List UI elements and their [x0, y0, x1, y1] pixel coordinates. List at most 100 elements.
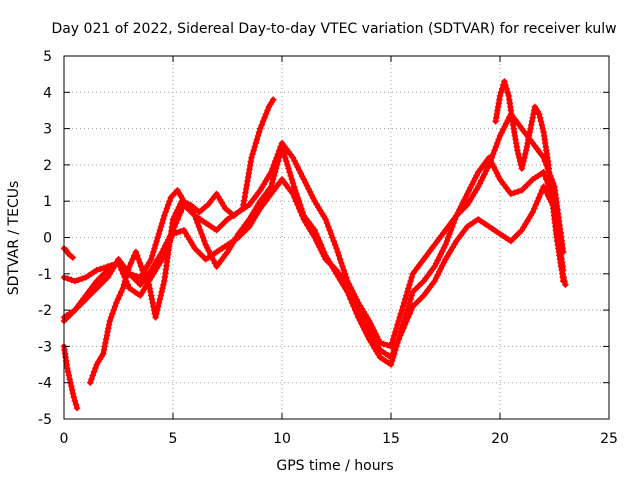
data-point-marker: [274, 158, 282, 165]
data-point-marker: [121, 277, 129, 285]
data-point-marker: [104, 328, 111, 336]
data-point-marker: [529, 208, 536, 216]
data-point-marker: [160, 281, 167, 288]
data-point-marker: [68, 383, 75, 390]
data-point-marker: [407, 277, 414, 285]
data-point-marker: [525, 136, 532, 143]
data-point-marker: [244, 174, 252, 181]
series-band: [87, 97, 276, 386]
data-point-marker: [247, 158, 254, 165]
data-point-marker: [282, 154, 289, 161]
y-tick-label: -5: [38, 412, 52, 428]
data-point-marker: [66, 375, 73, 383]
y-tick-label: 5: [43, 49, 52, 65]
data-point-marker: [157, 292, 164, 299]
data-point-marker: [154, 306, 161, 314]
data-point-marker: [511, 189, 518, 196]
data-point-marker: [288, 176, 295, 183]
data-point-marker: [264, 107, 271, 114]
data-point-marker: [251, 143, 258, 150]
data-point-marker: [158, 288, 165, 296]
data-point-marker: [129, 256, 136, 263]
data-point-marker: [105, 325, 112, 332]
data-point-marker: [258, 121, 265, 129]
data-point-marker: [100, 346, 108, 354]
data-point-marker: [338, 259, 345, 267]
data-point-marker: [155, 299, 163, 306]
data-point-marker: [397, 310, 404, 317]
y-tick-label: -1: [38, 267, 52, 283]
data-point-marker: [504, 89, 511, 96]
data-point-marker: [101, 343, 108, 350]
data-point-marker: [272, 165, 280, 172]
y-axis-label: SDTVAR / TECUs: [6, 181, 22, 296]
data-point-marker: [396, 332, 403, 339]
data-point-marker: [495, 136, 502, 143]
data-point-marker: [325, 223, 332, 230]
data-point-marker: [148, 296, 156, 303]
series-trace-b: [60, 343, 81, 412]
data-point-marker: [399, 303, 407, 310]
data-point-marker: [400, 317, 408, 325]
data-point-marker: [408, 274, 415, 281]
data-point-marker: [392, 346, 399, 354]
data-point-marker: [394, 321, 401, 328]
data-point-marker: [110, 306, 117, 314]
data-point-marker: [93, 267, 100, 274]
data-point-marker: [290, 183, 298, 190]
data-point-marker: [392, 328, 399, 336]
data-point-marker: [184, 200, 191, 207]
data-point-marker: [257, 125, 264, 132]
data-point-marker: [446, 230, 453, 238]
data-point-marker: [405, 285, 412, 292]
data-point-marker: [156, 227, 164, 234]
data-point-marker: [540, 169, 547, 176]
data-point-marker: [536, 110, 543, 118]
x-tick-label: 0: [60, 431, 69, 447]
data-point-marker: [317, 241, 325, 248]
data-point-marker: [396, 314, 403, 321]
data-point-marker: [399, 321, 407, 328]
data-point-marker: [445, 234, 452, 241]
series-trace-e: [60, 143, 567, 368]
data-point-marker: [142, 274, 149, 281]
data-point-marker: [88, 375, 95, 383]
y-tick-label: -4: [38, 376, 52, 392]
data-point-marker: [97, 265, 104, 273]
data-point-marker: [492, 118, 499, 125]
data-point-marker: [254, 132, 262, 140]
data-point-marker: [502, 81, 509, 89]
data-point-marker: [335, 252, 343, 259]
data-point-marker: [447, 227, 455, 234]
data-point-marker: [526, 129, 533, 136]
data-point-marker: [537, 118, 545, 125]
data-point-marker: [329, 234, 336, 241]
data-point-marker: [271, 169, 279, 176]
data-point-marker: [528, 118, 536, 125]
data-point-marker: [352, 306, 359, 314]
data-point-marker: [87, 379, 94, 386]
data-point-marker: [558, 267, 566, 274]
data-point-marker: [398, 325, 406, 332]
data-point-marker: [402, 314, 409, 321]
data-point-marker: [450, 219, 457, 227]
data-point-marker: [388, 357, 396, 365]
data-point-marker: [181, 199, 188, 206]
data-point-marker: [270, 96, 277, 103]
data-point-marker: [243, 181, 250, 189]
data-point-marker: [443, 237, 451, 245]
y-tick-label: -3: [38, 339, 52, 355]
data-point-marker: [149, 299, 156, 306]
data-point-marker: [295, 198, 303, 205]
data-point-marker: [105, 321, 113, 328]
y-tick-label: 3: [43, 122, 52, 138]
data-point-marker: [194, 219, 201, 227]
data-point-marker: [126, 263, 133, 270]
data-point-marker: [345, 292, 353, 299]
data-point-marker: [391, 350, 398, 357]
data-point-marker: [92, 365, 99, 372]
data-point-marker: [521, 154, 528, 161]
data-point-marker: [393, 325, 400, 332]
data-point-marker: [320, 248, 328, 256]
